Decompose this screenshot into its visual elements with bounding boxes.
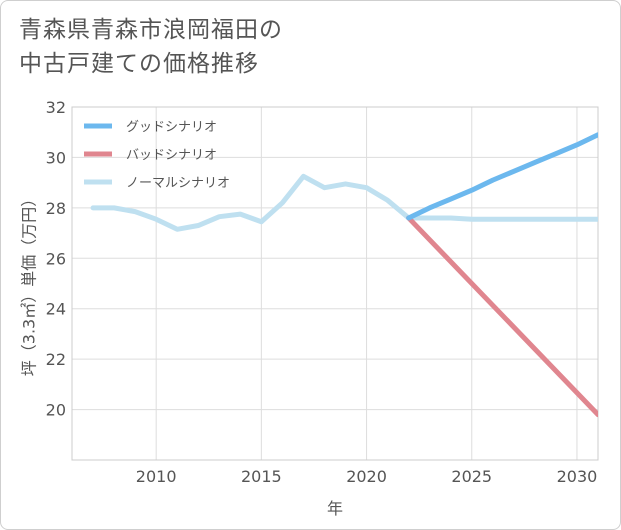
x-tick-label: 2010 xyxy=(136,467,177,486)
series-line-good xyxy=(406,132,598,221)
x-tick-label: 2015 xyxy=(241,467,282,486)
y-tick-label: 24 xyxy=(46,300,66,319)
legend-label-good: グッドシナリオ xyxy=(126,120,217,135)
chart-title-line-2: 中古戸建ての価格推移 xyxy=(19,51,259,77)
legend-label-bad: バッドシナリオ xyxy=(126,148,217,163)
y-axis-label: 坪（3.3㎡）単価（万円） xyxy=(20,191,39,376)
y-tick-label: 30 xyxy=(46,148,66,167)
series-lines xyxy=(90,132,598,418)
chart-title: 青森県青森市浪岡福田の 中古戸建ての価格推移 xyxy=(19,13,283,81)
series-line-bad xyxy=(406,215,598,418)
x-tick-label: 2030 xyxy=(557,467,598,486)
y-tick-label: 22 xyxy=(46,350,66,369)
x-axis-ticks: 2010 2015 2020 2025 2030 xyxy=(136,467,598,486)
y-tick-label: 32 xyxy=(46,98,66,117)
chart-title-line-1: 青森県青森市浪岡福田の xyxy=(19,17,283,43)
y-tick-label: 20 xyxy=(46,401,66,420)
series-line-normal xyxy=(90,173,598,232)
x-tick-label: 2020 xyxy=(346,467,387,486)
legend-label-normal: ノーマルシナリオ xyxy=(126,176,230,191)
y-tick-label: 26 xyxy=(46,249,66,268)
x-tick-label: 2025 xyxy=(451,467,492,486)
plot-frame xyxy=(71,106,599,461)
y-tick-label: 28 xyxy=(46,199,66,218)
y-axis-ticks: 20 22 24 26 28 30 32 xyxy=(46,98,66,420)
x-axis-label: 年 xyxy=(327,499,343,518)
